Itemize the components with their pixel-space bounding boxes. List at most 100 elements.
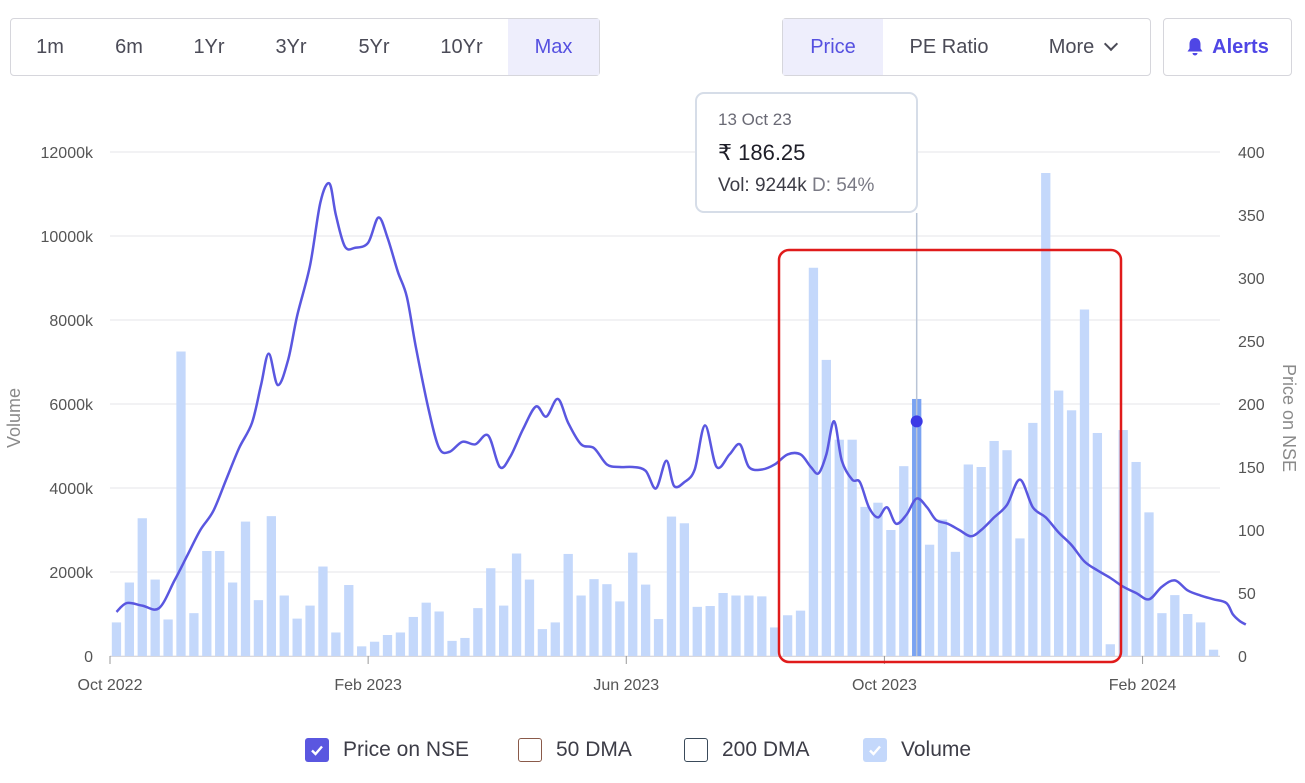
volume-bar[interactable] [976, 467, 986, 656]
volume-bar[interactable] [589, 579, 599, 656]
volume-bar[interactable] [524, 579, 535, 656]
volume-bar[interactable] [137, 518, 147, 656]
chart-type-pe-ratio-button[interactable]: PE Ratio [909, 35, 989, 58]
volume-bar[interactable] [382, 635, 393, 656]
price-checkbox[interactable] [305, 738, 329, 762]
volume-bar[interactable] [202, 551, 212, 656]
range-1m-button[interactable]: 1m [36, 35, 64, 58]
volume-bar[interactable] [550, 622, 560, 656]
volume-bar[interactable] [847, 439, 857, 656]
volume-bar[interactable] [1144, 512, 1154, 656]
volume-bar[interactable] [537, 629, 548, 656]
volume-bar[interactable] [924, 544, 935, 656]
volume-bar[interactable] [576, 595, 586, 656]
alerts-button[interactable]: Alerts [1163, 18, 1292, 76]
volume-bar[interactable] [511, 553, 522, 656]
volume-bar[interactable] [628, 552, 638, 656]
price-line[interactable] [115, 181, 1247, 626]
volume-bar[interactable] [357, 646, 367, 656]
volume-bar[interactable] [318, 566, 328, 656]
legend-200-dma[interactable]: 200 DMA [684, 738, 810, 762]
volume-bar[interactable] [331, 632, 341, 656]
volume-bar[interactable] [1170, 595, 1180, 656]
volume-bar[interactable] [692, 606, 702, 656]
volume-bar[interactable] [447, 640, 457, 656]
volume-bar[interactable] [989, 440, 999, 656]
volume-bar[interactable] [1208, 649, 1219, 656]
volume-bar[interactable] [873, 502, 883, 656]
volume-bar[interactable] [421, 602, 431, 656]
volume-bar[interactable] [292, 618, 302, 656]
volume-bar[interactable] [1041, 173, 1051, 656]
volume-bar[interactable] [434, 611, 444, 656]
volume-bar[interactable] [1054, 390, 1064, 656]
range-max-button[interactable]: Max [508, 19, 599, 75]
volume-bar[interactable] [473, 608, 483, 656]
volume-bar[interactable] [937, 519, 948, 657]
volume-bar[interactable] [111, 622, 122, 656]
volume-bar[interactable] [253, 600, 264, 656]
volume-bar[interactable] [486, 568, 496, 656]
volume-bar[interactable] [718, 593, 728, 656]
volume-bar[interactable] [705, 606, 715, 656]
volume-bar[interactable] [653, 619, 664, 656]
range-3yr-button[interactable]: 3Yr [275, 35, 307, 58]
volume-bar[interactable] [1195, 622, 1206, 656]
volume-bar[interactable] [666, 516, 677, 656]
volume-bar[interactable] [744, 595, 754, 656]
chart-type-price-button[interactable]: Price [783, 19, 883, 75]
volume-bar[interactable] [369, 641, 380, 656]
volume-bar[interactable] [344, 585, 354, 656]
volume-bar[interactable] [770, 627, 780, 656]
volume-bar[interactable] [615, 601, 625, 656]
volume-bar[interactable] [395, 632, 406, 656]
volume-bar[interactable] [279, 595, 289, 656]
legend-price-on-nse[interactable]: Price on NSE [305, 738, 469, 762]
volume-bar[interactable] [176, 351, 186, 657]
volume-bar[interactable] [757, 596, 767, 656]
volume-bar[interactable] [679, 523, 690, 656]
volume-bar[interactable] [1015, 538, 1025, 656]
volume-checkbox[interactable] [863, 738, 887, 762]
range-5yr-button[interactable]: 5Yr [358, 35, 390, 58]
volume-bar[interactable] [808, 267, 819, 656]
volume-bar[interactable] [499, 605, 509, 656]
volume-bar[interactable] [834, 439, 844, 656]
volume-bar[interactable] [408, 616, 418, 656]
volume-bar[interactable] [963, 464, 973, 656]
volume-bar[interactable] [602, 584, 612, 656]
volume-bar[interactable] [124, 582, 135, 657]
range-1yr-button[interactable]: 1Yr [193, 35, 225, 58]
volume-bar[interactable] [795, 610, 806, 656]
more-dropdown[interactable]: More [1015, 19, 1150, 75]
volume-bar[interactable] [460, 637, 470, 656]
volume-bar[interactable] [563, 553, 573, 656]
volume-bar[interactable] [950, 551, 961, 656]
volume-bar[interactable] [1105, 644, 1115, 656]
range-10yr-button[interactable]: 10Yr [440, 35, 483, 58]
volume-bar[interactable] [1028, 422, 1038, 656]
volume-bar[interactable] [1131, 461, 1141, 656]
volume-bar[interactable] [731, 595, 741, 656]
dma200-checkbox[interactable] [684, 738, 708, 762]
volume-bar[interactable] [640, 584, 651, 656]
volume-bar[interactable] [227, 582, 238, 657]
dma50-checkbox[interactable] [518, 738, 542, 762]
volume-bar[interactable] [1079, 309, 1090, 657]
volume-bar[interactable] [860, 506, 870, 656]
volume-bar[interactable] [782, 615, 793, 656]
volume-bar[interactable] [1118, 430, 1128, 656]
legend-volume[interactable]: Volume [863, 738, 971, 762]
range-6m-button[interactable]: 6m [115, 35, 143, 58]
volume-bar[interactable] [266, 516, 276, 656]
volume-bar[interactable] [886, 530, 896, 656]
volume-bar[interactable] [240, 521, 251, 656]
volume-bar[interactable] [899, 466, 909, 656]
volume-bar[interactable] [150, 579, 160, 656]
legend-50-dma[interactable]: 50 DMA [518, 738, 632, 762]
volume-bar[interactable] [163, 619, 173, 656]
volume-bar[interactable] [1157, 613, 1167, 656]
volume-bar[interactable] [1066, 410, 1077, 656]
volume-bar[interactable] [189, 613, 199, 656]
volume-bar[interactable] [821, 359, 831, 656]
